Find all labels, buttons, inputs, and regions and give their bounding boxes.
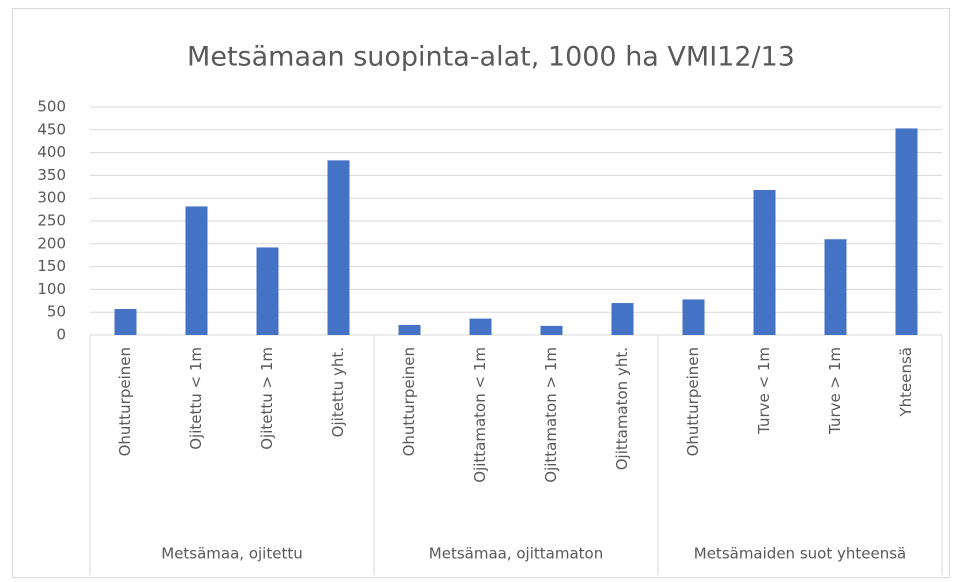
bar	[682, 299, 705, 335]
y-tick-label: 200	[37, 234, 66, 252]
chart-border	[12, 8, 950, 578]
x-tick-label: Ohutturpeinen	[684, 347, 702, 456]
chart-title: Metsämaan suopinta-alat, 1000 ha VMI12/1…	[187, 42, 795, 73]
bar	[895, 128, 918, 335]
x-tick-label: Ojittamaton yht.	[613, 347, 631, 470]
bar	[327, 160, 350, 335]
bar	[540, 325, 563, 335]
y-tick-label: 250	[37, 212, 66, 230]
x-tick-label: Ohutturpeinen	[116, 347, 134, 456]
group-label: Metsämaa, ojitettu	[161, 545, 302, 563]
bar	[398, 324, 421, 335]
y-tick-label: 450	[37, 120, 66, 138]
y-tick-label: 350	[37, 166, 66, 184]
x-tick-label: Ojitettu yht.	[329, 347, 347, 437]
x-tick-label: Ojitettu > 1m	[258, 347, 276, 450]
bar	[469, 318, 492, 335]
group-label: Metsämaiden suot yhteensä	[694, 545, 906, 563]
x-tick-label: Ojittamaton < 1m	[471, 347, 489, 483]
bar	[256, 247, 279, 335]
x-tick-label: Turve > 1m	[826, 347, 844, 435]
bar	[753, 189, 776, 335]
bar	[185, 206, 208, 335]
y-tick-label: 50	[47, 303, 66, 321]
x-tick-label: Ojittamaton > 1m	[542, 347, 560, 483]
y-tick-label: 400	[37, 143, 66, 161]
bar	[114, 309, 137, 335]
x-tick-label: Yhteensä	[897, 347, 915, 418]
y-tick-label: 150	[37, 257, 66, 275]
y-tick-label: 0	[56, 326, 66, 344]
y-tick-label: 300	[37, 189, 66, 207]
bar	[611, 303, 634, 335]
group-label: Metsämaa, ojittamaton	[429, 545, 603, 563]
y-tick-label: 100	[37, 280, 66, 298]
bar	[824, 239, 847, 335]
x-tick-label: Turve < 1m	[755, 347, 773, 435]
x-tick-label: Ojitettu < 1m	[187, 347, 205, 450]
y-tick-label: 500	[37, 98, 66, 116]
x-tick-label: Ohutturpeinen	[400, 347, 418, 456]
